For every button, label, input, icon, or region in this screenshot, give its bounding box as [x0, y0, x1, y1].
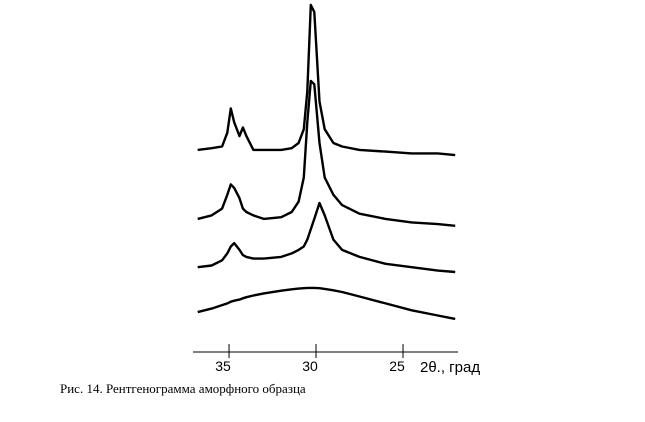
- xrd-curve: [197, 286, 456, 321]
- xrd-curve: [197, 201, 456, 274]
- xrd-curve: [197, 79, 456, 227]
- x-tick-label: 30: [302, 358, 318, 374]
- x-tick-label: 25: [389, 358, 405, 374]
- x-tick-label: 35: [215, 358, 231, 374]
- x-axis-label: 2θ., град: [420, 359, 480, 376]
- xrd-curve: [197, 3, 456, 157]
- caption: Рис. 14. Рентгенограмма аморфного образц…: [60, 381, 306, 396]
